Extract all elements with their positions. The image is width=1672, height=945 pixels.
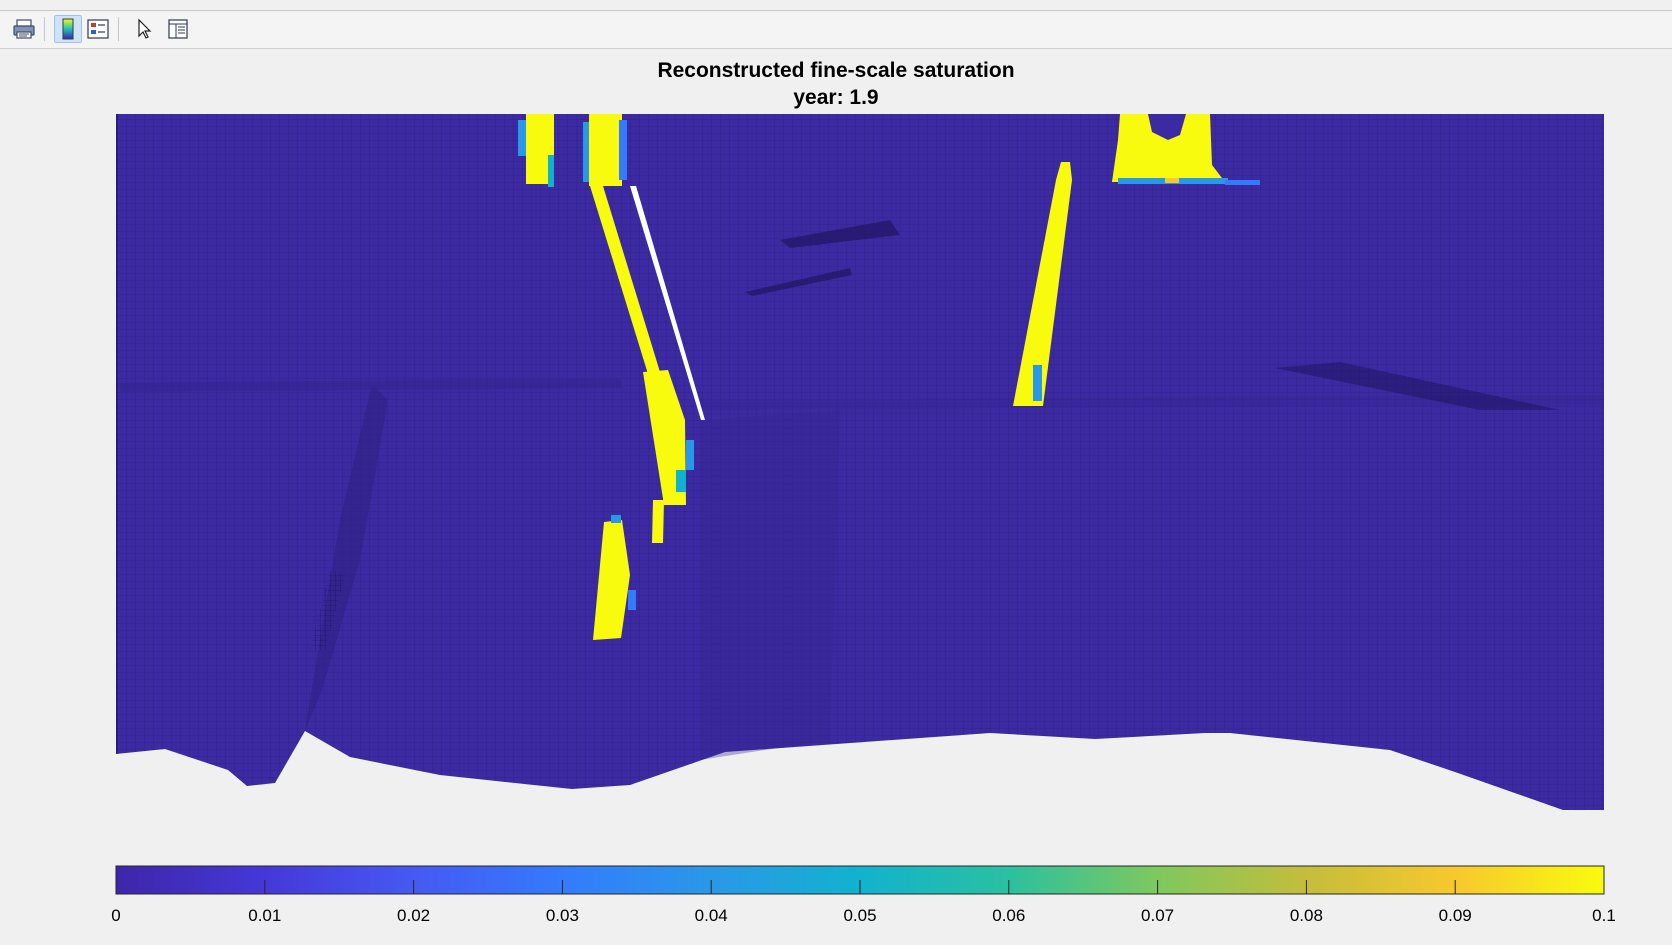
colorbar-tick-label: 0.07 (1141, 906, 1175, 925)
property-inspector-icon (168, 19, 188, 39)
colorbar[interactable] (115, 865, 1605, 895)
colorbar-tick-label: 0.1 (1592, 906, 1616, 925)
colorbar-tick-label: 0.06 (992, 906, 1026, 925)
legend-icon (87, 19, 109, 39)
colorbar-tick-label: 0.08 (1289, 906, 1323, 925)
print-icon (13, 19, 35, 39)
colorbar-tick-label: 0 (111, 906, 121, 925)
reservoir-grid-plot[interactable] (116, 114, 1604, 810)
saturation-plumes (518, 114, 1260, 640)
colorbar-tick-label: 0.04 (694, 906, 728, 925)
insert-colorbar-button[interactable] (54, 15, 82, 43)
colorbar-tick-label: 0.03 (545, 906, 579, 925)
plot-subtitle: year: 1.9 (793, 86, 879, 109)
colorbar-tick-label: 0.02 (397, 906, 431, 925)
colorbar-tick-label: 0.01 (248, 906, 282, 925)
menu-bar[interactable] (0, 0, 1672, 11)
insert-legend-button[interactable] (84, 15, 112, 43)
colorbar-tick-label: 0.09 (1438, 906, 1472, 925)
colorbar-icon (62, 18, 74, 40)
edit-plot-button[interactable] (130, 15, 158, 43)
pointer-icon (138, 18, 152, 39)
plot-title: Reconstructed fine-scale saturation (657, 59, 1015, 82)
print-figure-button[interactable] (10, 15, 38, 43)
colorbar-tick-label: 0.05 (843, 906, 877, 925)
figure-toolbar (0, 11, 1672, 49)
property-inspector-button[interactable] (164, 15, 192, 43)
colorbar-ticks (264, 880, 1456, 894)
